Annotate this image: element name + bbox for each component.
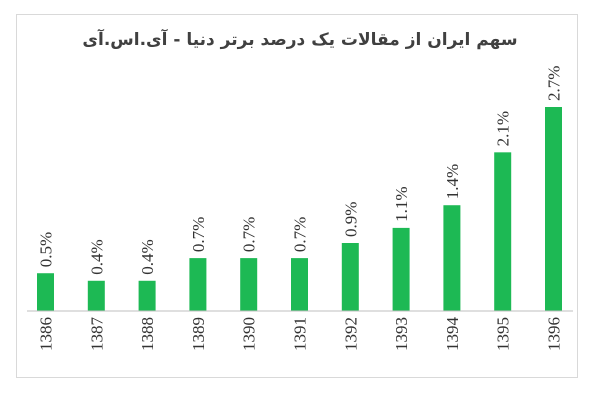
data-label-1390: 0.7% <box>240 217 259 252</box>
tick-label-1386: 1386 <box>37 317 56 351</box>
bar-1386 <box>37 273 54 311</box>
data-label-1396: 2.7% <box>545 66 564 101</box>
bar-1392 <box>341 243 359 311</box>
tick-label-1393: 1393 <box>392 317 411 351</box>
tick-label-1394: 1394 <box>443 317 462 352</box>
data-label-1395: 2.1% <box>494 111 513 146</box>
bars-layer <box>37 107 562 311</box>
data-label-1391: 0.7% <box>291 217 310 252</box>
data-label-1392: 0.9% <box>341 202 360 237</box>
tick-label-1390: 1390 <box>240 317 259 351</box>
bar-1396 <box>545 107 562 311</box>
data-label-1387: 0.4% <box>87 239 106 274</box>
bar-1391 <box>291 258 308 311</box>
bar-1394 <box>443 205 461 311</box>
tick-label-1387: 1387 <box>87 317 106 352</box>
bar-1389 <box>189 258 207 311</box>
data-label-1388: 0.4% <box>138 239 157 274</box>
bar-1388 <box>138 280 156 311</box>
ticks-layer: 1386 1387 1388 1389 1390 1391 1392 1393 1394 1395… <box>37 317 564 352</box>
data-label-1389: 0.7% <box>189 217 208 252</box>
bar-1390 <box>240 258 258 311</box>
chart-frame <box>16 14 578 378</box>
data-label-1394: 1.4% <box>443 164 462 199</box>
chart-title: سهم ایران از مقالات یک درصد برتر دنیا - … <box>82 30 518 50</box>
data-label-1393: 1.1% <box>392 186 411 221</box>
tick-label-1388: 1388 <box>138 317 157 351</box>
bar-1393 <box>392 227 410 311</box>
labels-layer: 0.5% 0.4% 0.4% 0.7% 0.7% 0.7% 0.9% 1.1% 1.4% 2.1%… <box>37 66 564 275</box>
tick-label-1389: 1389 <box>189 317 208 351</box>
tick-label-1391: 1391 <box>291 317 310 351</box>
tick-label-1392: 1392 <box>341 317 360 351</box>
tick-label-1396: 1396 <box>545 317 564 351</box>
tick-label-1395: 1395 <box>494 317 513 351</box>
bar-1387 <box>87 280 105 311</box>
data-label-1386: 0.5% <box>37 232 56 267</box>
bar-1395 <box>494 152 512 311</box>
